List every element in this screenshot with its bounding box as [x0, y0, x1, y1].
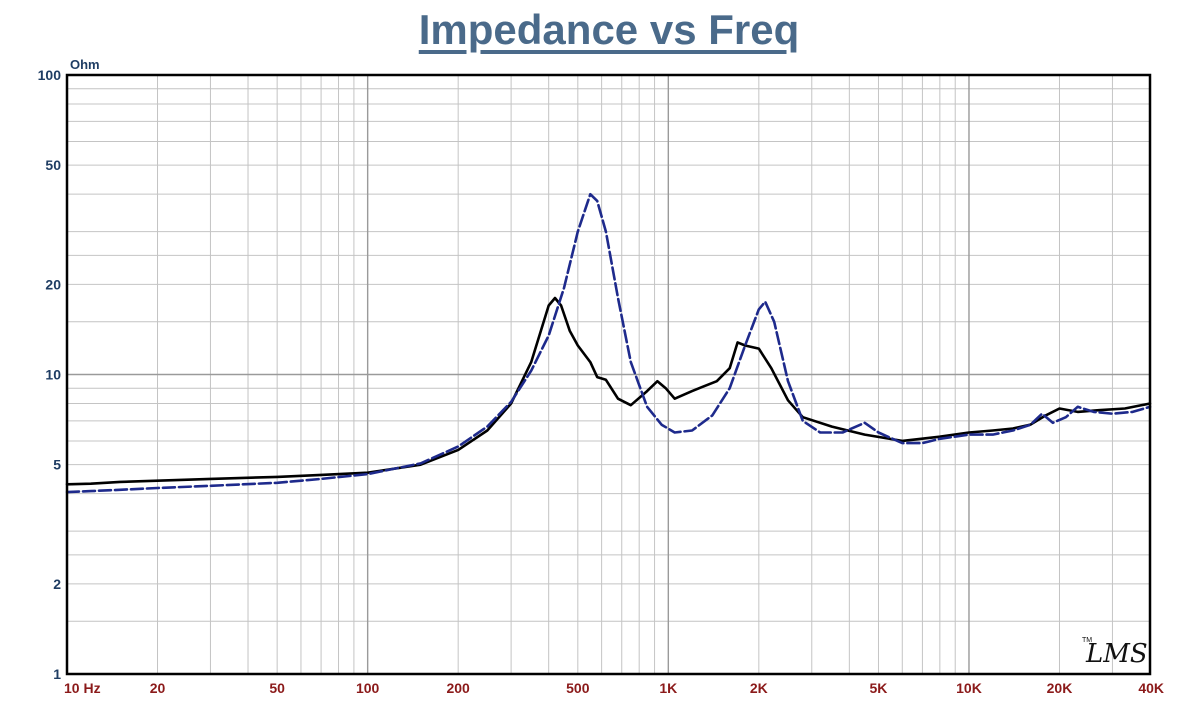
- x-tick-label: 1K: [659, 680, 677, 696]
- y-tick-label: 50: [45, 157, 61, 173]
- x-tick-label: 5K: [870, 680, 888, 696]
- x-tick-label: 40K: [1138, 680, 1164, 696]
- x-tick-label: 20K: [1047, 680, 1073, 696]
- lms-logo-tm: TM: [1082, 637, 1092, 644]
- y-tick-label: 20: [45, 276, 61, 292]
- x-tick-label: 20: [150, 680, 166, 696]
- lms-logo: LMS TM: [1082, 637, 1148, 669]
- series-line-1: [65, 296, 1152, 486]
- y-tick-label: 100: [38, 67, 62, 83]
- series-line-2: [65, 192, 1152, 494]
- y-axis-unit: Ohm: [70, 57, 100, 72]
- x-tick-label: 200: [446, 680, 470, 696]
- y-tick-label: 5: [53, 457, 61, 473]
- lms-logo-text: LMS: [1085, 639, 1148, 669]
- x-tick-label: 10 Hz: [64, 680, 101, 696]
- chart-title: Impedance vs Freq: [418, 6, 800, 53]
- y-tick-label: 10: [45, 367, 61, 383]
- x-tick-label: 100: [356, 680, 380, 696]
- y-tick-label: 2: [53, 576, 61, 592]
- x-tick-labels: 10 Hz 20 50 100 200 500 1K 2K 5K 10K 20K 40K: [64, 680, 1164, 696]
- x-tick-label: 500: [566, 680, 590, 696]
- x-tick-label: 50: [269, 680, 285, 696]
- y-tick-label: 1: [53, 666, 61, 682]
- y-tick-labels: 1 2 5 10 20 50 100: [38, 67, 62, 682]
- series-layer: [65, 192, 1152, 494]
- x-tick-label: 10K: [956, 680, 982, 696]
- x-tick-label: 2K: [750, 680, 768, 696]
- plot-border: [65, 73, 1152, 676]
